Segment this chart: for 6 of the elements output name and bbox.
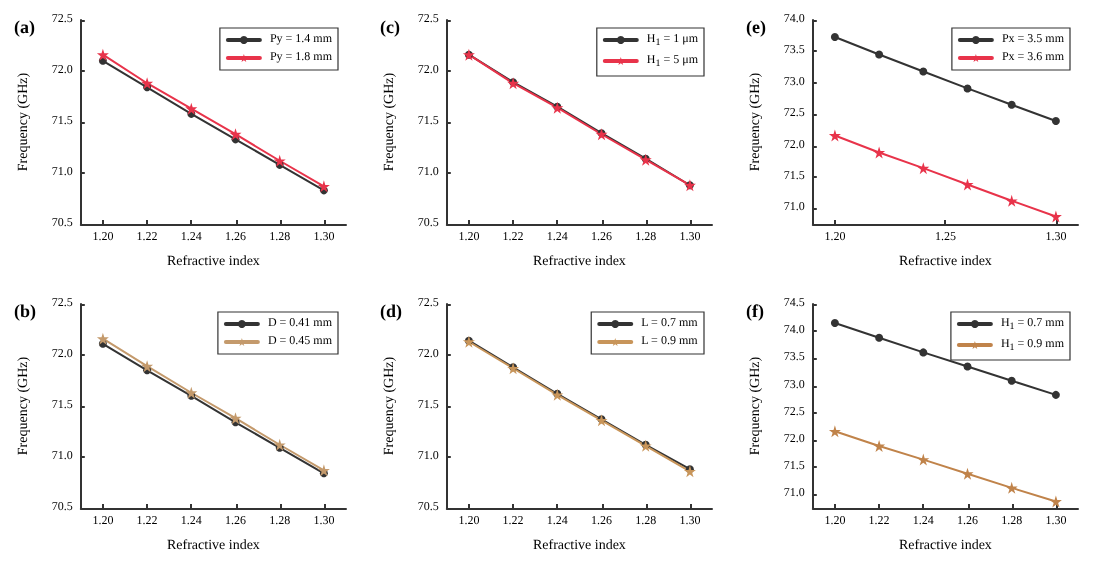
chart-title: (e)	[746, 17, 766, 37]
chart-title: (d)	[380, 301, 402, 321]
chart-title: (f)	[746, 301, 764, 321]
chart-title: (b)	[14, 301, 36, 321]
chart-title: (a)	[14, 17, 35, 37]
chart-title: (c)	[380, 17, 400, 37]
